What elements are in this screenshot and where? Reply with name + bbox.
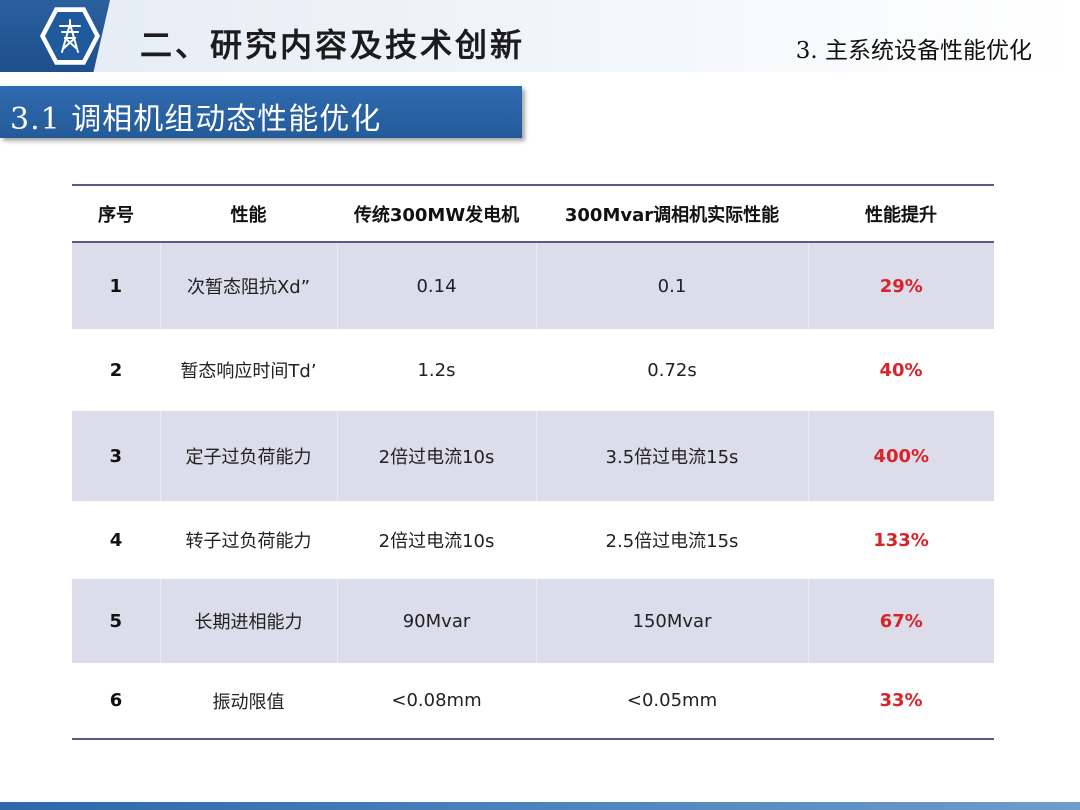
row-performance: 转子过负荷能力 [160, 501, 337, 579]
row-performance: 次暂态阻抗Xd” [159, 242, 337, 329]
row-improvement: 133% [808, 501, 994, 579]
row-performance: 定子过负荷能力 [159, 411, 337, 501]
row-performance: 长期进相能力 [159, 579, 337, 663]
row-improvement: 67% [807, 579, 994, 663]
row-condenser-value: 0.1 [535, 242, 808, 329]
header-band [0, 0, 1080, 72]
row-index: 6 [72, 663, 160, 740]
row-performance: 振动限值 [160, 663, 337, 740]
row-traditional-value: <0.08mm [337, 663, 536, 740]
row-performance: 暂态响应时间Td’ [160, 329, 337, 411]
section-title: 二、研究内容及技术创新 [140, 26, 526, 64]
row-condenser-value: 0.72s [536, 329, 808, 411]
table-header-row: 序号 性能 传统300MW发电机 300Mvar调相机实际性能 性能提升 [72, 184, 994, 243]
row-index: 4 [72, 501, 160, 579]
row-condenser-value: 150Mvar [535, 579, 808, 663]
row-condenser-value: <0.05mm [536, 663, 808, 740]
row-index: 2 [72, 329, 160, 411]
row-index: 3 [72, 411, 160, 501]
row-improvement: 29% [807, 242, 994, 329]
row-index: 5 [72, 579, 160, 663]
row-condenser-value: 3.5倍过电流15s [535, 411, 808, 501]
row-improvement: 40% [808, 329, 994, 411]
row-traditional-value: 2倍过电流10s [336, 411, 536, 501]
row-traditional-value: 0.14 [336, 242, 536, 329]
table-row: 2 暂态响应时间Td’ 1.2s 0.72s 40% [72, 329, 994, 411]
header-improvement: 性能提升 [808, 184, 994, 243]
subtitle-bar: 3.1 调相机组动态性能优化 [0, 86, 522, 138]
row-improvement: 400% [807, 411, 994, 501]
row-traditional-value: 1.2s [337, 329, 536, 411]
table-row: 4 转子过负荷能力 2倍过电流10s 2.5倍过电流15s 133% [72, 501, 994, 579]
row-traditional-value: 2倍过电流10s [337, 501, 536, 579]
row-improvement: 33% [808, 663, 994, 740]
table-row: 3 定子过负荷能力 2倍过电流10s 3.5倍过电流15s 400% [72, 411, 994, 501]
header-index: 序号 [72, 184, 160, 243]
power-tower-icon [40, 6, 100, 66]
header-condenser-actual: 300Mvar调相机实际性能 [536, 184, 808, 243]
row-index: 1 [72, 242, 160, 329]
performance-table: 序号 性能 传统300MW发电机 300Mvar调相机实际性能 性能提升 1 次… [72, 184, 994, 740]
slide-subtitle: 3.1 调相机组动态性能优化 [10, 102, 382, 137]
row-condenser-value: 2.5倍过电流15s [536, 501, 808, 579]
table-row: 5 长期进相能力 90Mvar 150Mvar 67% [72, 579, 994, 663]
table-row: 6 振动限值 <0.08mm <0.05mm 33% [72, 663, 994, 740]
header-performance: 性能 [160, 184, 337, 243]
table-row: 1 次暂态阻抗Xd” 0.14 0.1 29% [72, 242, 994, 329]
row-traditional-value: 90Mvar [336, 579, 536, 663]
header-traditional-generator: 传统300MW发电机 [337, 184, 536, 243]
section-subtitle: 3. 主系统设备性能优化 [795, 38, 1032, 64]
bottom-band [0, 802, 1080, 810]
